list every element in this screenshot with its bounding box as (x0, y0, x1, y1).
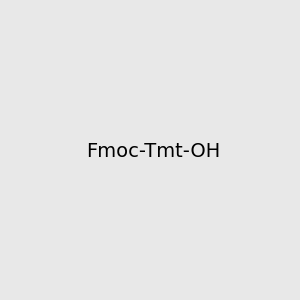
Text: Fmoc-Tmt-OH: Fmoc-Tmt-OH (87, 142, 221, 161)
